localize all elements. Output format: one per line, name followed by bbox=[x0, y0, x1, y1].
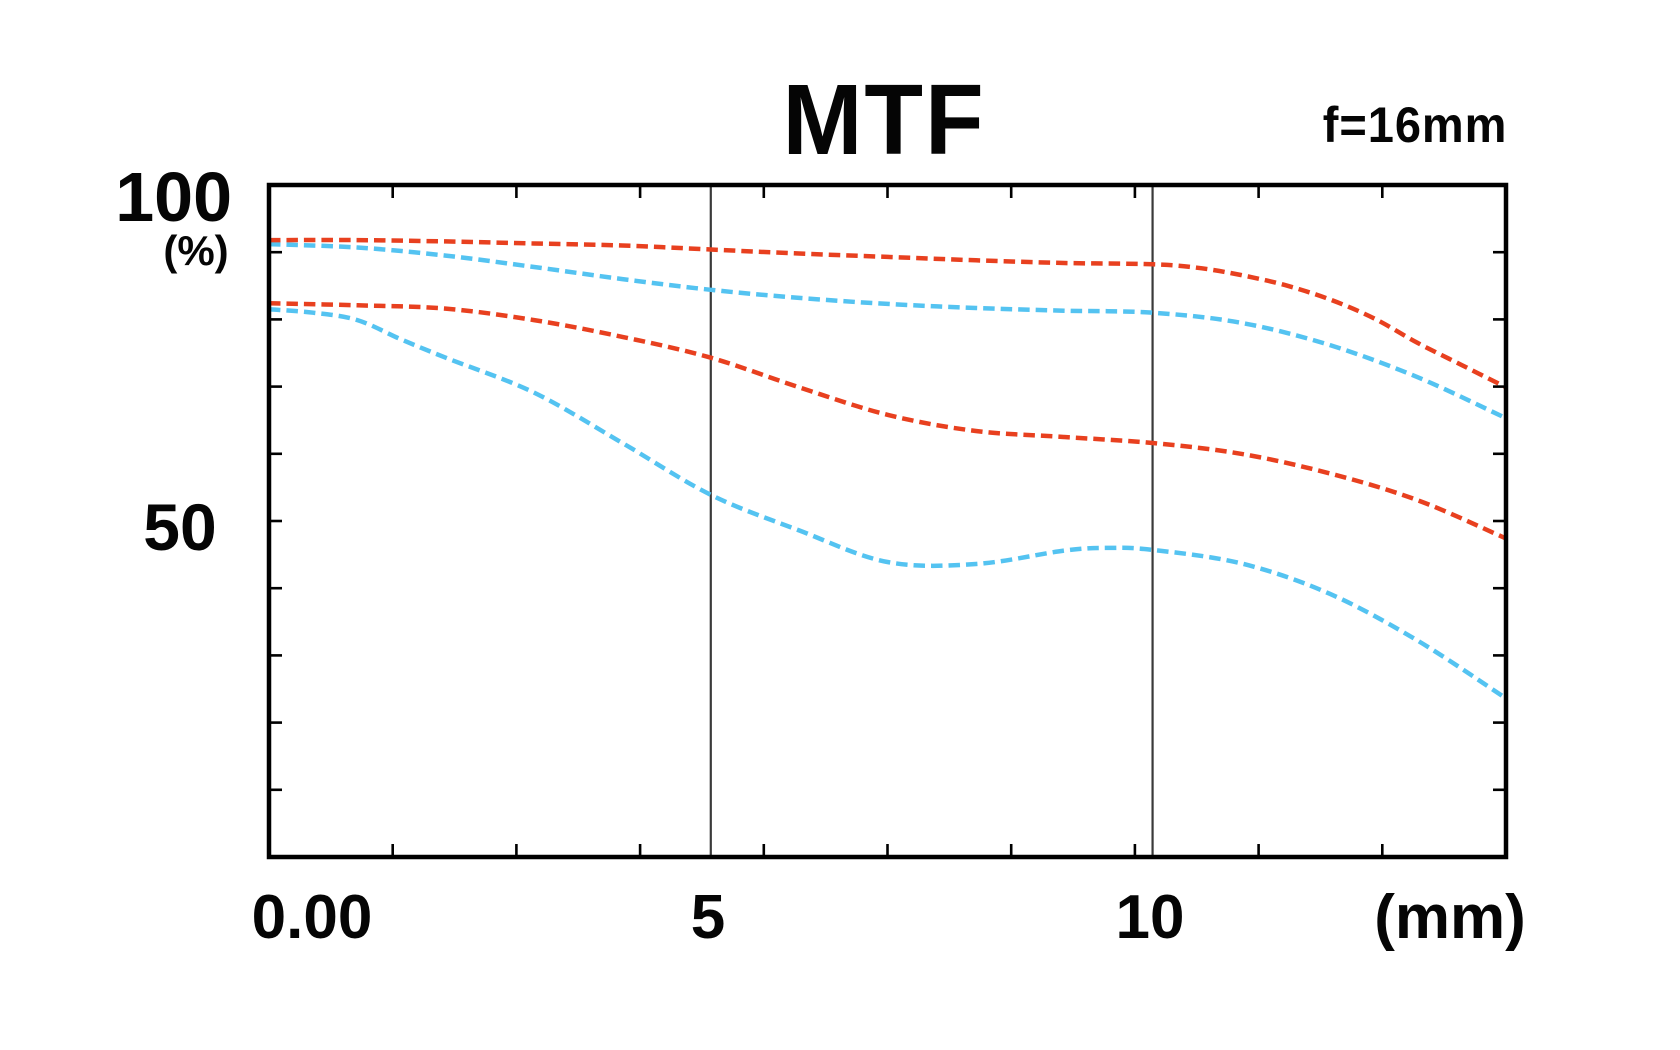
chart-title: MTF bbox=[782, 64, 986, 176]
x-axis-label-origin: 0.00 bbox=[251, 883, 373, 952]
curve-red-upper bbox=[268, 237, 1508, 390]
curve-red-lower bbox=[268, 301, 1507, 541]
x-axis-unit-label: (mm) bbox=[1374, 883, 1526, 952]
focal-length-label: f=16mm bbox=[1322, 97, 1507, 153]
plot-frame bbox=[266, 182, 1509, 860]
x-axis-label-10: 10 bbox=[1115, 883, 1185, 952]
y-axis-label-50: 50 bbox=[143, 490, 217, 564]
curve-cyan-upper bbox=[268, 241, 1507, 421]
y-axis-label-100: 100 bbox=[115, 158, 232, 236]
y-axis-unit-label: (%) bbox=[163, 227, 229, 274]
curve-cyan-lower bbox=[268, 307, 1508, 701]
x-axis-label-5: 5 bbox=[690, 883, 726, 952]
